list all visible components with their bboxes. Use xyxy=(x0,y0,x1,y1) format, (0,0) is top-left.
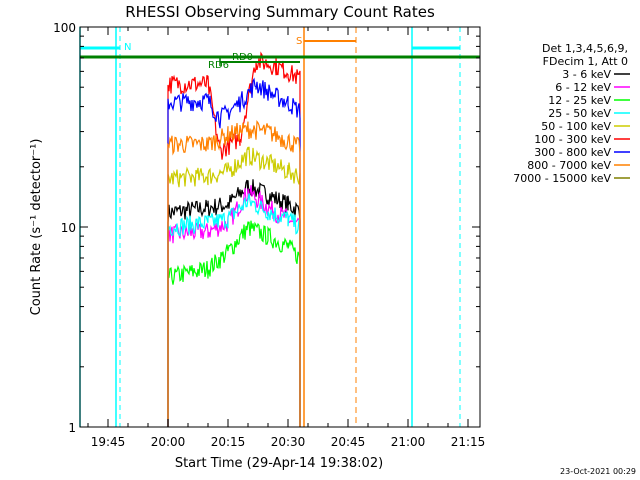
legend-label: 50 - 100 keV xyxy=(541,120,611,133)
annotation-s: S xyxy=(296,36,302,47)
series-line-6 xyxy=(167,77,301,427)
y-tick-label: 1 xyxy=(68,421,76,435)
x-tick-label: 19:45 xyxy=(91,435,126,449)
axes-layer: 1 10 100 19:45 20:00 20:15 20:30 20:45 21:00 21:1… xyxy=(53,21,485,449)
series-layer xyxy=(167,51,301,427)
annotation-rd0: RD0 xyxy=(232,52,253,63)
x-tick-label: 20:30 xyxy=(271,435,306,449)
legend-label: 7000 - 15000 keV xyxy=(513,172,611,185)
series-line-2 xyxy=(167,220,301,427)
legend-label: 300 - 800 keV xyxy=(534,146,611,159)
x-tick-label: 20:45 xyxy=(331,435,366,449)
legend-label: 6 - 12 keV xyxy=(555,81,611,94)
annotation-n: N xyxy=(124,42,131,53)
legend-label: 800 - 7000 keV xyxy=(527,159,611,172)
chart-title: RHESSI Observing Summary Count Rates xyxy=(125,3,435,21)
series-line-4 xyxy=(167,146,301,427)
x-axis-label: Start Time (29-Apr-14 19:38:02) xyxy=(175,456,383,471)
x-tick-label: 20:15 xyxy=(211,435,246,449)
generation-timestamp: 23-Oct-2021 00:29 xyxy=(560,467,636,476)
y-tick-label: 100 xyxy=(53,21,76,35)
x-tick-label: 21:15 xyxy=(451,435,486,449)
legend-label: 3 - 6 keV xyxy=(562,68,611,81)
x-tick-label: 20:00 xyxy=(151,435,186,449)
x-tick-label: 21:00 xyxy=(391,435,426,449)
series-line-3 xyxy=(167,193,301,427)
y-axis-label: Count Rate (s⁻¹ detector⁻¹) xyxy=(29,139,44,316)
series-line-7 xyxy=(167,120,301,427)
plot-frame xyxy=(79,26,481,428)
y-tick-label: 10 xyxy=(61,221,76,235)
legend-label: 25 - 50 keV xyxy=(548,107,611,120)
legend-title-line: FDecim 1, Att 0 xyxy=(543,55,628,68)
legend: Det 1,3,4,5,6,9,FDecim 1, Att 03 - 6 keV… xyxy=(513,42,630,185)
series-line-5 xyxy=(167,51,301,427)
legend-label: 12 - 25 keV xyxy=(548,94,611,107)
legend-label: 100 - 300 keV xyxy=(534,133,611,146)
annotation-rd6: RD6 xyxy=(208,60,229,71)
legend-title-line: Det 1,3,4,5,6,9, xyxy=(542,42,628,55)
